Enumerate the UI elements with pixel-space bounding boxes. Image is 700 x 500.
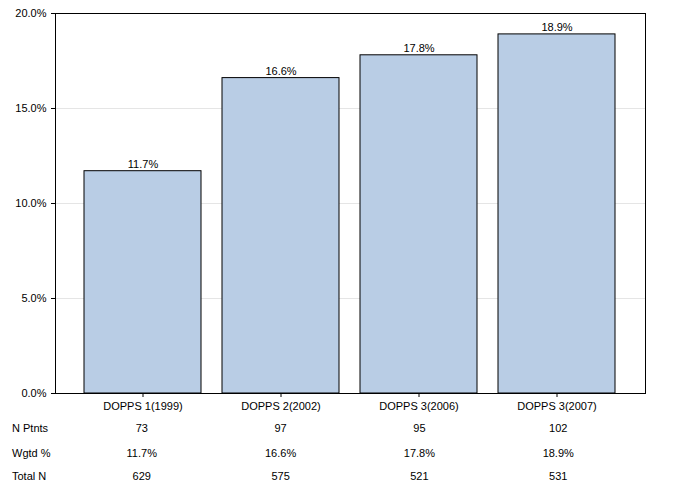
html-text:N Ptnts: N Ptnts [12, 422, 49, 434]
svg-text:10.0%: 10.0% [15, 197, 46, 209]
svg-text:11.7%: 11.7% [128, 158, 159, 170]
svg-text:DOPPS 1(1999): DOPPS 1(1999) [103, 400, 182, 412]
svg-text:16.6%: 16.6% [265, 65, 296, 77]
html-text:18.9%: 18.9% [542, 447, 574, 459]
svg-text:17.8%: 17.8% [403, 42, 434, 54]
svg-text:15.0%: 15.0% [15, 102, 46, 114]
html-text:97: 97 [274, 422, 287, 434]
svg-text:5.0%: 5.0% [21, 292, 46, 304]
svg-text:20.0%: 20.0% [15, 7, 46, 19]
svg-text:18.9%: 18.9% [541, 21, 572, 33]
html-text:11.7%: 11.7% [126, 447, 157, 459]
svg-text:DOPPS 2(2002): DOPPS 2(2002) [241, 400, 320, 412]
svg-text:0.0%: 0.0% [21, 387, 46, 399]
html-text:16.6%: 16.6% [265, 447, 297, 459]
html-text:73: 73 [135, 422, 148, 434]
html-text:Total N: Total N [12, 470, 47, 482]
svg-text:DOPPS 3(2006): DOPPS 3(2006) [379, 400, 458, 412]
html-text:531: 531 [549, 470, 568, 482]
svg-text:DOPPS 3(2007): DOPPS 3(2007) [517, 400, 596, 412]
html-text:17.8%: 17.8% [403, 447, 435, 459]
html-text:95: 95 [413, 422, 426, 434]
html-text:Wgtd %: Wgtd % [12, 447, 51, 459]
html-text:521: 521 [410, 470, 429, 482]
html-text:102: 102 [549, 422, 568, 434]
html-text:629: 629 [132, 470, 151, 482]
html-text:575: 575 [271, 470, 290, 482]
